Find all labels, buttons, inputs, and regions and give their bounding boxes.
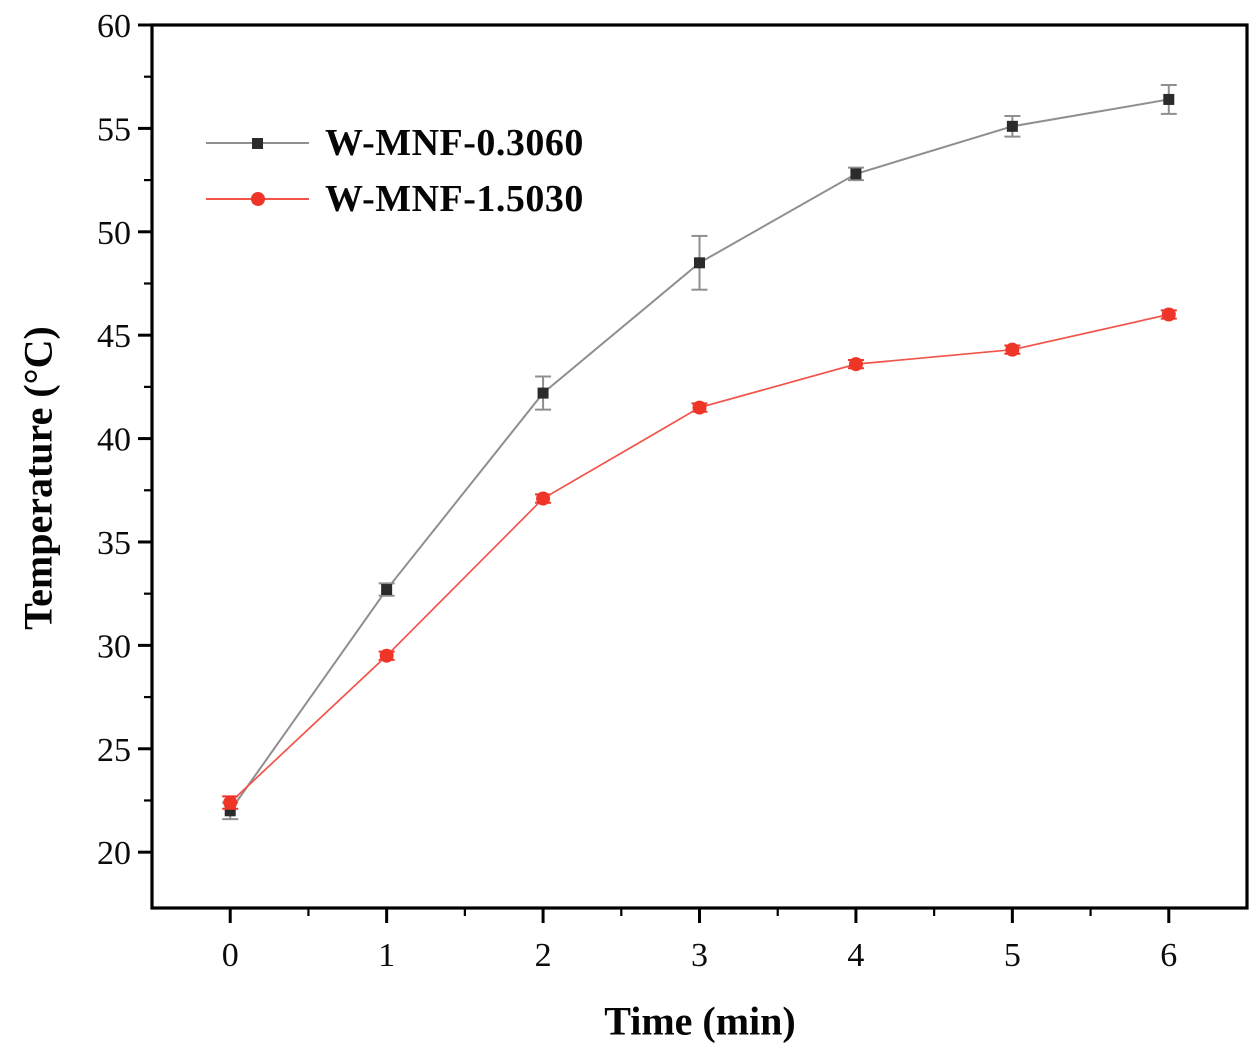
x-tick-label: 4 bbox=[847, 937, 864, 974]
data-point-circle bbox=[692, 400, 707, 415]
legend: W-MNF-0.3060 W-MNF-1.5030 bbox=[206, 115, 584, 227]
y-tick-label: 25 bbox=[97, 732, 131, 769]
series-line bbox=[229, 313, 1169, 804]
data-point-square bbox=[381, 584, 393, 596]
data-point-circle bbox=[1005, 342, 1020, 357]
legend-label: W-MNF-1.5030 bbox=[325, 178, 584, 220]
data-point-square bbox=[694, 257, 705, 269]
x-axis-title: Time (min) bbox=[604, 998, 796, 1044]
legend-label: W-MNF-0.3060 bbox=[325, 122, 584, 164]
y-tick-label: 55 bbox=[97, 111, 131, 148]
square-marker-icon bbox=[252, 137, 263, 149]
data-point-square bbox=[537, 387, 549, 399]
data-point-circle bbox=[379, 648, 394, 663]
y-tick-label: 30 bbox=[97, 628, 131, 665]
x-tick-label: 2 bbox=[535, 937, 552, 974]
series-w-mnf-1.5030 bbox=[222, 307, 1177, 810]
series-w-mnf-0.3060 bbox=[222, 83, 1177, 821]
y-tick-label: 50 bbox=[97, 215, 131, 252]
legend-sample bbox=[206, 115, 309, 171]
x-tick-label: 5 bbox=[1004, 937, 1021, 974]
data-point-circle bbox=[223, 795, 238, 810]
y-axis-title: Temperature (°C) bbox=[15, 326, 61, 630]
legend-sample bbox=[206, 171, 309, 227]
data-point-square bbox=[1006, 120, 1018, 132]
data-point-circle bbox=[536, 491, 551, 506]
x-tick-label: 6 bbox=[1160, 937, 1177, 974]
x-tick-label: 0 bbox=[222, 937, 239, 974]
x-tick-label: 1 bbox=[378, 937, 395, 974]
legend-entry-w-mnf-0-3060: W-MNF-0.3060 bbox=[206, 115, 584, 171]
circle-marker-icon bbox=[250, 192, 265, 206]
x-tick-label: 3 bbox=[691, 937, 708, 974]
y-tick-label: 40 bbox=[97, 422, 131, 459]
data-point-circle bbox=[848, 357, 863, 372]
data-point-square bbox=[850, 168, 862, 180]
y-tick-label: 35 bbox=[97, 525, 131, 562]
y-tick-label: 20 bbox=[97, 835, 131, 872]
data-point-circle bbox=[1161, 307, 1176, 322]
data-point-square bbox=[1163, 93, 1175, 105]
legend-entry-w-mnf-1-5030: W-MNF-1.5030 bbox=[206, 171, 584, 227]
data-point-square bbox=[224, 805, 236, 817]
y-tick-label: 60 bbox=[97, 8, 131, 45]
y-tick-label: 45 bbox=[97, 318, 131, 355]
